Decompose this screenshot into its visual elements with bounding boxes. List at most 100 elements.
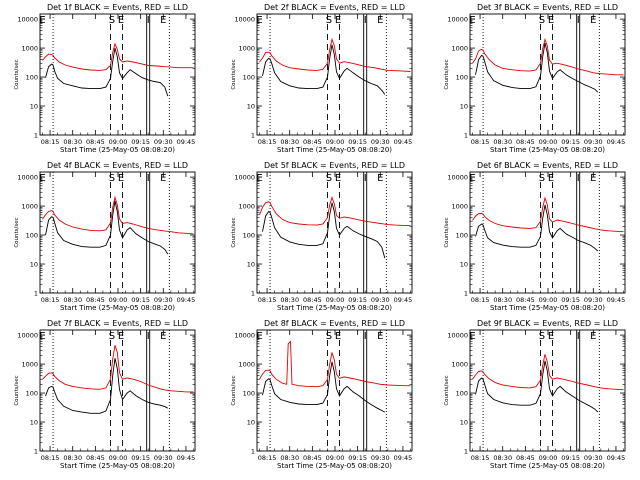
time-marker-label: E <box>160 331 166 342</box>
events-series-line <box>475 360 599 413</box>
x-tick-label: 08:30 <box>63 296 82 304</box>
x-tick-label: 09:30 <box>154 138 173 146</box>
x-tick-label: 09:00 <box>326 138 345 146</box>
x-tick-label: 09:45 <box>607 454 626 462</box>
lld-series-line <box>42 345 194 393</box>
time-marker-label: E <box>590 173 596 184</box>
plot-frame <box>39 13 196 136</box>
x-tick-label: 09:15 <box>561 296 580 304</box>
time-marker-label: E <box>548 331 554 342</box>
time-marker-label: E <box>160 173 166 184</box>
x-tick-label: 09:45 <box>394 296 413 304</box>
y-tick-label: 1 <box>251 447 255 455</box>
y-tick-label: 10000 <box>17 331 38 339</box>
detector-panel-3: Det 3f BLACK = Events, RED = LLD 1 10 100 10… <box>444 3 626 154</box>
time-marker-label: S <box>109 15 115 26</box>
plot-frame <box>39 329 196 452</box>
x-tick-label: 09:30 <box>154 296 173 304</box>
time-marker-label: S <box>109 173 115 184</box>
x-tick-label: 08:30 <box>280 454 299 462</box>
y-tick-label: 1 <box>34 447 38 455</box>
time-marker-label: E <box>118 15 124 26</box>
plot-frame <box>256 171 413 294</box>
y-tick-label: 10 <box>460 418 468 426</box>
x-tick-label: 08:30 <box>493 296 512 304</box>
time-marker-label: E <box>377 173 383 184</box>
time-marker-label: S <box>109 331 115 342</box>
y-tick-label: 10 <box>247 102 255 110</box>
panel-title: Det 9f BLACK = Events, RED = LLD <box>477 319 618 328</box>
time-marker-label: I <box>577 331 580 342</box>
x-tick-label: 09:15 <box>561 454 580 462</box>
x-tick-label: 09:15 <box>131 454 150 462</box>
x-tick-label: 08:15 <box>41 138 60 146</box>
x-axis-label: Start Time (25-May-05 08:08:20) <box>60 462 175 470</box>
panel-title: Det 5f BLACK = Events, RED = LLD <box>264 161 405 170</box>
x-tick-label: 09:15 <box>348 454 367 462</box>
x-axis-label: Start Time (25-May-05 08:08:20) <box>490 146 605 154</box>
x-tick-label: 09:00 <box>539 454 558 462</box>
panel-title: Det 4f BLACK = Events, RED = LLD <box>47 161 188 170</box>
events-series-line <box>45 358 169 414</box>
x-tick-label: 09:00 <box>539 138 558 146</box>
x-tick-label: 09:15 <box>131 296 150 304</box>
time-marker-label: S <box>539 331 545 342</box>
time-marker-label: E <box>335 173 341 184</box>
detector-panel-5: Det 5f BLACK = Events, RED = LLD 1 10 100 10… <box>231 161 413 312</box>
lld-series-line <box>259 340 411 388</box>
x-tick-label: 08:15 <box>471 454 490 462</box>
x-tick-label: 09:30 <box>584 138 603 146</box>
y-tick-label: 1 <box>34 131 38 139</box>
y-tick-label: 10000 <box>447 173 468 181</box>
y-tick-label: 100 <box>456 389 468 397</box>
time-marker-label: I <box>364 331 367 342</box>
time-marker-label: E <box>39 15 45 26</box>
y-tick-label: 1000 <box>451 202 468 210</box>
y-axis-label: Counts/sec <box>444 375 450 405</box>
x-tick-label: 09:30 <box>371 296 390 304</box>
x-tick-label: 09:30 <box>154 454 173 462</box>
lld-series-line <box>472 354 624 391</box>
time-marker-label: I <box>364 15 367 26</box>
events-series-line <box>45 200 169 255</box>
panel-title: Det 3f BLACK = Events, RED = LLD <box>477 3 618 12</box>
x-tick-label: 09:00 <box>539 296 558 304</box>
x-axis-label: Start Time (25-May-05 08:08:20) <box>490 304 605 312</box>
y-axis-label: Counts/sec <box>231 217 237 247</box>
x-tick-label: 08:45 <box>516 454 535 462</box>
detector-panel-2: Det 2f BLACK = Events, RED = LLD 1 10 100 10… <box>231 3 413 154</box>
time-marker-label: E <box>335 15 341 26</box>
time-marker-label: E <box>590 15 596 26</box>
lld-series-line <box>472 37 624 76</box>
y-tick-label: 10000 <box>234 15 255 23</box>
x-tick-label: 08:15 <box>471 296 490 304</box>
detector-panel-7: Det 7f BLACK = Events, RED = LLD 1 10 100 10… <box>14 319 196 470</box>
time-marker-label: E <box>118 173 124 184</box>
y-tick-label: 10 <box>247 260 255 268</box>
x-axis-label: Start Time (25-May-05 08:08:20) <box>277 462 392 470</box>
y-tick-label: 10 <box>30 260 38 268</box>
y-axis-label: Counts/sec <box>14 217 20 247</box>
time-marker-label: I <box>147 173 150 184</box>
x-tick-label: 09:15 <box>348 138 367 146</box>
time-marker-label: E <box>160 15 166 26</box>
y-tick-label: 10000 <box>447 15 468 23</box>
y-tick-label: 1000 <box>238 44 255 52</box>
y-tick-label: 1 <box>464 131 468 139</box>
y-tick-label: 1 <box>464 447 468 455</box>
events-series-line <box>475 204 599 252</box>
y-axis-label: Counts/sec <box>444 59 450 89</box>
y-tick-label: 10000 <box>234 173 255 181</box>
time-marker-label: I <box>147 15 150 26</box>
y-tick-label: 100 <box>456 73 468 81</box>
events-series-line <box>262 202 386 259</box>
y-tick-label: 1000 <box>238 202 255 210</box>
x-axis-label: Start Time (25-May-05 08:08:20) <box>60 146 175 154</box>
x-tick-label: 09:00 <box>326 454 345 462</box>
detector-panel-9: Det 9f BLACK = Events, RED = LLD 1 10 100 10… <box>444 319 626 470</box>
lld-series-line <box>472 196 624 233</box>
plot-frame <box>469 171 626 294</box>
y-axis-label: Counts/sec <box>14 375 20 405</box>
y-axis-label: Counts/sec <box>231 375 237 405</box>
y-tick-label: 100 <box>456 231 468 239</box>
